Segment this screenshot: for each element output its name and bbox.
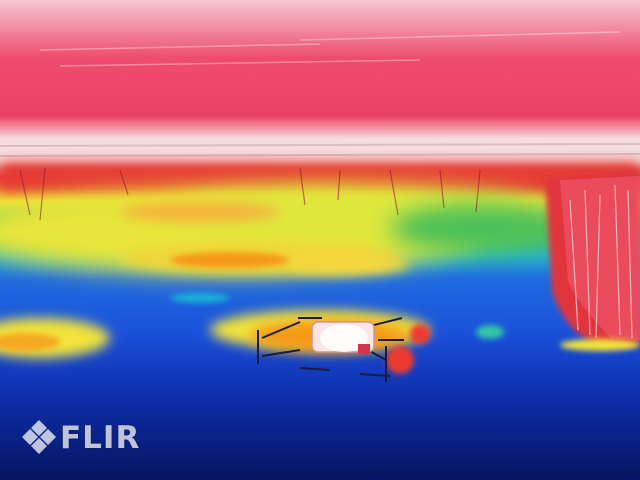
flir-wordmark: FLIR <box>60 420 141 456</box>
flir-diamond-logo-icon <box>22 420 56 454</box>
flir-watermark: FLIR <box>22 416 140 460</box>
